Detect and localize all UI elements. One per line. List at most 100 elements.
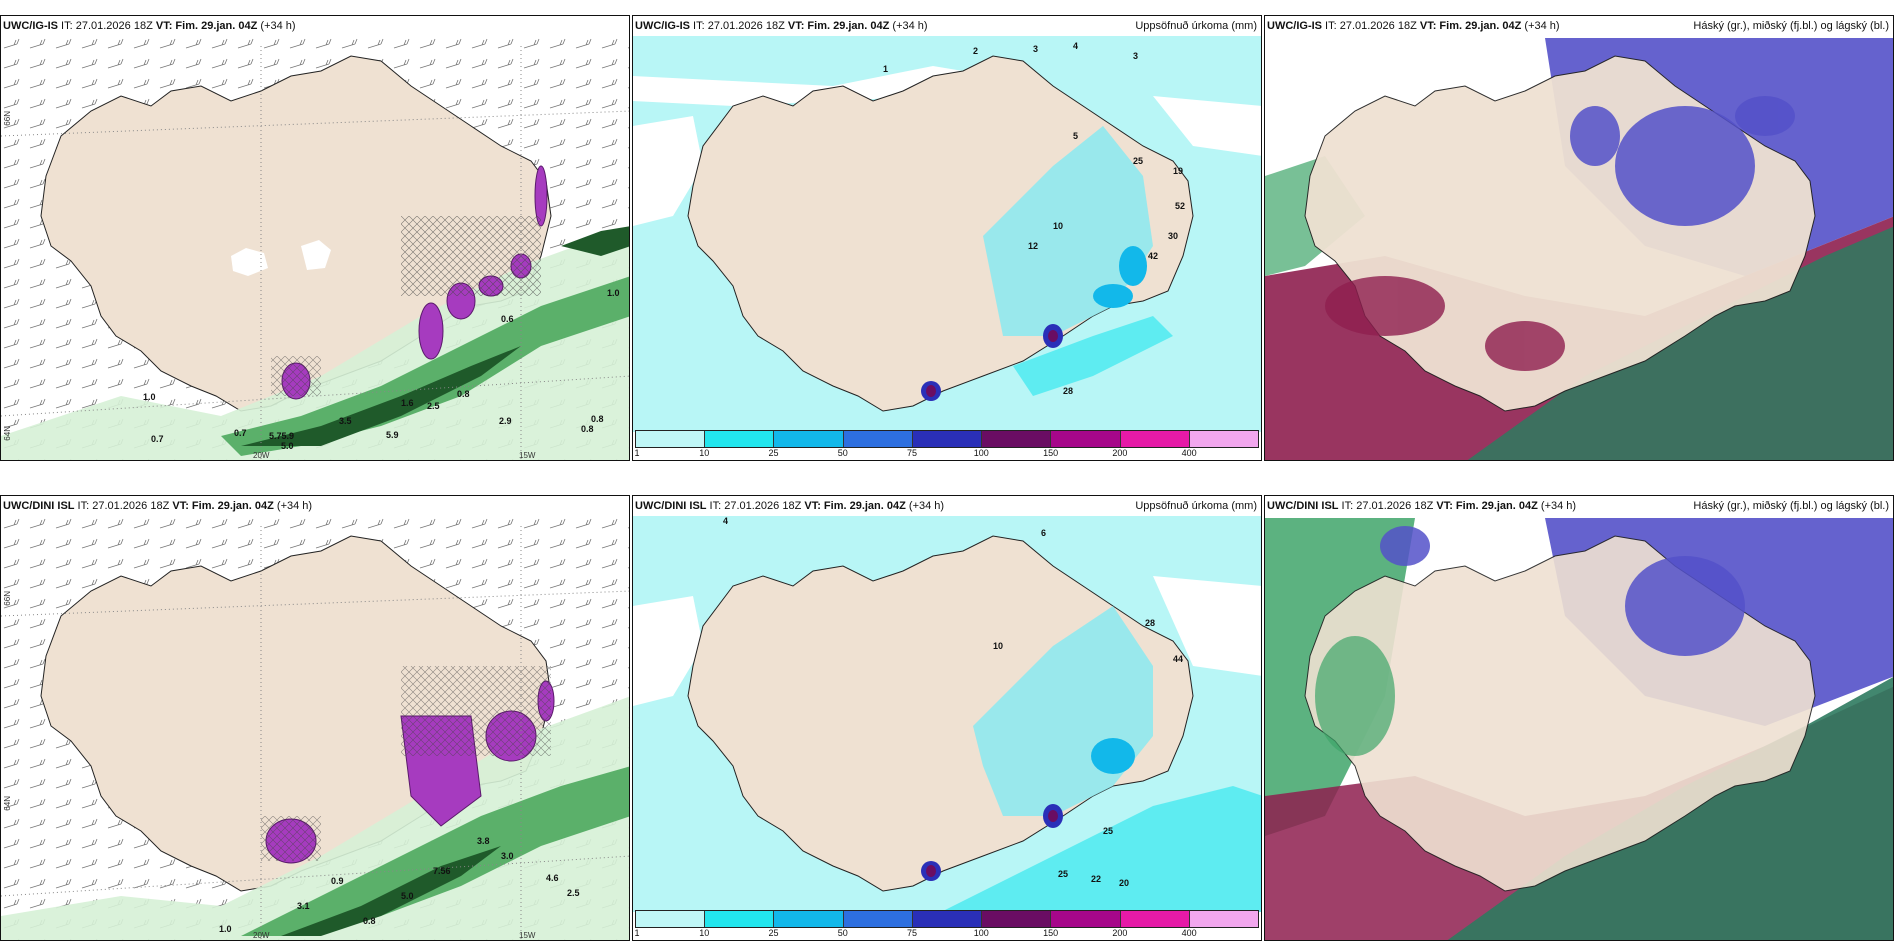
model-name: UWC/IG-IS bbox=[3, 20, 58, 32]
model-name: UWC/DINI ISL bbox=[635, 500, 707, 512]
value-label: 4.6 bbox=[546, 873, 559, 883]
lat-label-64: 64N bbox=[3, 426, 12, 441]
panel-clouds-igis: UWC/IG-IS IT: 27.01.2026 18Z VT: Fim. 29… bbox=[1264, 15, 1894, 461]
lon-label-15: 15W bbox=[519, 451, 536, 460]
value-label: 28 bbox=[1145, 618, 1156, 628]
valid-time: VT: Fim. 29.jan. 04Z bbox=[155, 20, 258, 32]
precip-map bbox=[633, 36, 1261, 432]
valid-time: VT: Fim. 29.jan. 04Z bbox=[172, 500, 274, 512]
colorbar-tick: 75 bbox=[907, 928, 918, 938]
value-label: 3.0 bbox=[501, 851, 514, 861]
model-name: UWC/DINI ISL bbox=[1267, 500, 1339, 512]
wind-map bbox=[1, 36, 629, 460]
lead-time: (+34 h) bbox=[273, 500, 313, 512]
value-label: 25 bbox=[1133, 156, 1144, 166]
lead-time: (+34 h) bbox=[257, 20, 296, 32]
value-label: 1.0 bbox=[143, 392, 156, 402]
value-label: 5.9 bbox=[386, 430, 399, 440]
value-label: 7.56 bbox=[433, 866, 451, 876]
value-label: 2.5 bbox=[567, 888, 580, 898]
panel-subtitle: Uppsöfnuð úrkoma (mm) bbox=[1135, 500, 1257, 512]
colorbar-cell bbox=[982, 431, 1052, 447]
colorbar-tick: 1 bbox=[634, 448, 640, 458]
colorbar-tick: 400 bbox=[1181, 448, 1197, 458]
init-time: IT: 27.01.2026 18Z bbox=[58, 20, 156, 32]
colorbar-cell bbox=[912, 911, 983, 927]
value-label: 28 bbox=[1063, 386, 1074, 396]
colorbar-ticks: 1 10 25 50 75 100 150 200 400 bbox=[634, 448, 1259, 460]
panel-subtitle: Uppsöfnuð úrkoma (mm) bbox=[1135, 20, 1257, 32]
valid-time: VT: Fim. 29.jan. 04Z bbox=[804, 500, 906, 512]
colorbar-cell bbox=[843, 431, 913, 447]
panel-precip-igis: UWC/IG-IS IT: 27.01.2026 18Z VT: Fim. 29… bbox=[632, 15, 1262, 461]
colorbar-tick: 10 bbox=[699, 448, 710, 458]
value-label: 1.0 bbox=[219, 924, 232, 934]
colorbar-tick: 150 bbox=[1043, 448, 1059, 458]
value-label: 3.1 bbox=[297, 901, 310, 911]
value-label: 1.6 bbox=[401, 398, 414, 408]
value-label: 0.8 bbox=[457, 389, 470, 399]
lat-label-66: 66N bbox=[3, 591, 12, 606]
colorbar-cell bbox=[705, 431, 775, 447]
value-label: 10 bbox=[993, 641, 1004, 651]
lon-label-15: 15W bbox=[519, 931, 536, 940]
colorbar-cell bbox=[774, 911, 844, 927]
colorbar-cell bbox=[774, 431, 844, 447]
panel-subtitle: Háský (gr.), miðský (fj.bl.) og lágský (… bbox=[1693, 500, 1889, 512]
panel-header: UWC/IG-IS IT: 27.01.2026 18Z VT: Fim. 29… bbox=[1, 16, 629, 38]
colorbar-cells bbox=[635, 910, 1259, 928]
value-label: 0.8 bbox=[363, 916, 376, 926]
cloud-map bbox=[1265, 518, 1893, 940]
colorbar-tick: 25 bbox=[768, 448, 779, 458]
value-label: 30 bbox=[1168, 231, 1179, 241]
value-label: 25 bbox=[1103, 826, 1114, 836]
value-label: 5.0 bbox=[281, 441, 294, 451]
value-label: 42 bbox=[1148, 251, 1159, 261]
panel-subtitle: Háský (gr.), miðský (fj.bl.) og lágský (… bbox=[1693, 20, 1889, 32]
init-time: IT: 27.01.2026 18Z bbox=[74, 500, 173, 512]
panel-header: UWC/DINI ISL IT: 27.01.2026 18Z VT: Fim.… bbox=[1, 496, 629, 518]
colorbar-cell bbox=[636, 431, 706, 447]
colorbar-tick: 75 bbox=[907, 448, 918, 458]
valid-time: VT: Fim. 29.jan. 04Z bbox=[1436, 500, 1538, 512]
value-label: 0.8 bbox=[581, 424, 594, 434]
value-label: 5 bbox=[1073, 131, 1079, 141]
value-label: 1 bbox=[883, 64, 889, 74]
colorbar-tick: 100 bbox=[973, 448, 989, 458]
colorbar-tick: 1 bbox=[634, 928, 640, 938]
colorbar-cell bbox=[1051, 431, 1121, 447]
value-label: 1.0 bbox=[607, 288, 620, 298]
lead-time: (+34 h) bbox=[1521, 20, 1560, 32]
colorbar-cell bbox=[705, 911, 775, 927]
value-label: 2 bbox=[973, 46, 979, 56]
panel-wind-igis: UWC/IG-IS IT: 27.01.2026 18Z VT: Fim. 29… bbox=[0, 15, 630, 461]
colorbar: 1 10 25 50 75 100 150 200 400 bbox=[633, 430, 1261, 460]
lon-label-20: 20W bbox=[253, 931, 270, 940]
colorbar-cell bbox=[843, 911, 913, 927]
value-label: 0.7 bbox=[234, 428, 247, 438]
panel-header: UWC/DINI ISL IT: 27.01.2026 18Z VT: Fim.… bbox=[633, 496, 1261, 518]
value-label: 12 bbox=[1028, 241, 1039, 251]
colorbar-tick: 50 bbox=[837, 448, 848, 458]
value-label: 25 bbox=[1058, 869, 1069, 879]
valid-time: VT: Fim. 29.jan. 04Z bbox=[1419, 20, 1522, 32]
lead-time: (+34 h) bbox=[1537, 500, 1577, 512]
colorbar-cell bbox=[1051, 911, 1121, 927]
init-time: IT: 27.01.2026 18Z bbox=[1322, 20, 1420, 32]
lead-time: (+34 h) bbox=[889, 20, 928, 32]
panel-precip-dini: UWC/DINI ISL IT: 27.01.2026 18Z VT: Fim.… bbox=[632, 495, 1262, 941]
lead-time: (+34 h) bbox=[905, 500, 945, 512]
value-label: 6 bbox=[1041, 528, 1047, 538]
value-label: 0.8 bbox=[591, 414, 604, 424]
colorbar-tick: 10 bbox=[699, 928, 710, 938]
colorbar: 1 10 25 50 75 100 150 200 400 bbox=[633, 910, 1261, 940]
value-label: 4 bbox=[723, 516, 729, 526]
colorbar-cell bbox=[636, 911, 706, 927]
panel-wind-dini: UWC/DINI ISL IT: 27.01.2026 18Z VT: Fim.… bbox=[0, 495, 630, 941]
value-label: 44 bbox=[1173, 654, 1184, 664]
colorbar-tick: 150 bbox=[1043, 928, 1059, 938]
model-name: UWC/IG-IS bbox=[635, 20, 690, 32]
value-label: 3.5 bbox=[339, 416, 352, 426]
value-label: 5.0 bbox=[401, 891, 414, 901]
colorbar-cell bbox=[1189, 431, 1258, 447]
